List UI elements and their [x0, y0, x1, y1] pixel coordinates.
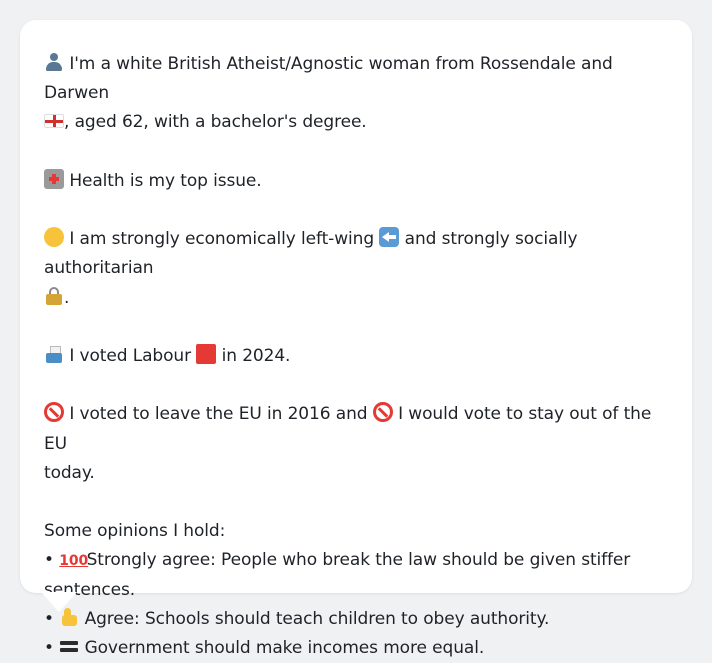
top-issue-line: Health is my top issue.	[44, 167, 668, 196]
top-issue-text: Health is my top issue.	[69, 170, 262, 191]
econ-text-a: I am strongly economically left-wing	[69, 229, 375, 250]
economics-line-2: .	[44, 284, 668, 313]
hospital-icon	[44, 168, 64, 189]
message-body: I'm a white British Atheist/Agnostic wom…	[44, 50, 668, 663]
bullet: •	[44, 550, 54, 571]
no-entry-icon	[372, 402, 393, 423]
intro-line: I'm a white British Atheist/Agnostic wom…	[44, 50, 668, 108]
intro-cont-text: , aged 62, with a bachelor's degree.	[64, 112, 367, 133]
bullet: •	[44, 637, 54, 658]
intro-text: I'm a white British Atheist/Agnostic wom…	[44, 54, 613, 104]
ballot-box-icon	[44, 344, 64, 364]
econ-text-b: and strongly socially authoritarian	[44, 229, 578, 279]
vote-text-b: in 2024.	[221, 345, 291, 366]
opinion-item-2: • Agree: Schools should teach children t…	[44, 605, 668, 634]
eu-text-c: today.	[44, 462, 95, 483]
eu-text-b: I would vote to stay out of the EU	[44, 404, 652, 454]
economics-line: I am strongly economically left-wing and…	[44, 225, 668, 283]
no-entry-icon	[44, 402, 64, 423]
econ-end: .	[64, 287, 70, 308]
left-arrow-icon	[379, 227, 400, 248]
opinion-3-text: Government should make incomes more equa…	[84, 637, 485, 658]
intro-line-2: , aged 62, with a bachelor's degree.	[44, 108, 668, 137]
opinions-header: Some opinions I hold:	[44, 521, 226, 542]
opinion-item-1-cont: sentences.	[44, 576, 668, 605]
eu-line-2: today.	[44, 459, 668, 488]
thinking-face-icon	[44, 227, 64, 248]
opinion-1-text: Strongly agree: People who break the law…	[86, 550, 631, 571]
eu-line: I voted to leave the EU in 2016 and I wo…	[44, 400, 668, 458]
england-flag-icon	[44, 114, 64, 129]
chat-message-bubble: I'm a white British Atheist/Agnostic wom…	[20, 20, 692, 658]
opinion-item-1: • 100 Strongly agree: People who break t…	[44, 546, 668, 575]
vote-line: I voted Labour in 2024.	[44, 342, 668, 371]
equals-icon	[59, 639, 79, 653]
eu-text-a: I voted to leave the EU in 2016 and	[69, 404, 368, 425]
vote-text-a: I voted Labour	[69, 345, 191, 366]
bubble-tail	[41, 592, 77, 612]
hundred-points-icon: 100	[59, 553, 89, 570]
lock-icon	[44, 286, 64, 306]
red-square-icon	[196, 343, 217, 364]
person-icon	[44, 52, 64, 72]
opinion-2-text: Agree: Schools should teach children to …	[84, 608, 550, 629]
opinion-item-3: • Government should make incomes more eq…	[44, 634, 668, 663]
